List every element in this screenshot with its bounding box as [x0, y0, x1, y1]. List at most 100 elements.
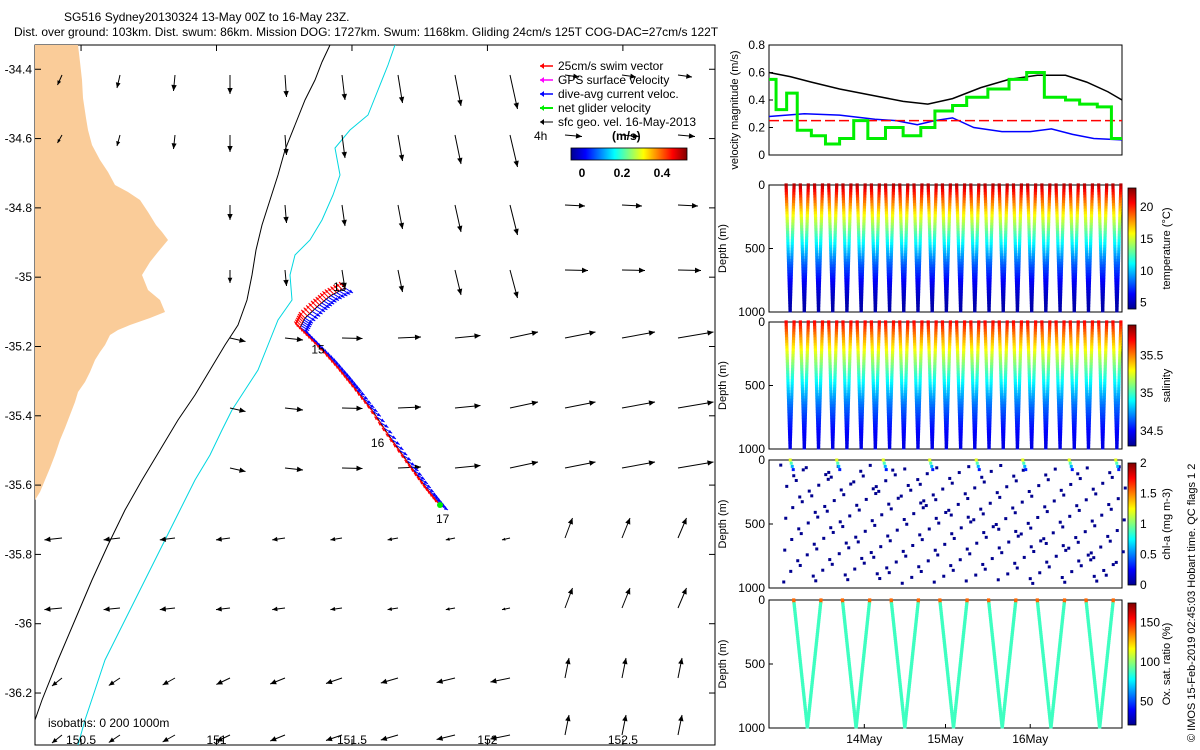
section-point — [934, 194, 938, 198]
section-point — [1032, 373, 1036, 377]
legend-cbar-tick: 0.4 — [654, 166, 671, 180]
section-point — [1040, 334, 1044, 338]
section-point — [904, 359, 909, 363]
section-point — [789, 272, 793, 277]
section-point — [1112, 219, 1116, 223]
section-point — [932, 258, 936, 263]
section-point — [855, 331, 860, 335]
section-point — [790, 247, 794, 251]
section-point — [914, 387, 918, 391]
section-point — [842, 228, 846, 232]
section-point — [1032, 244, 1036, 249]
chl-point — [815, 547, 819, 551]
section-point — [889, 261, 893, 265]
section-point — [884, 342, 888, 346]
section-point — [847, 384, 851, 388]
section-point — [973, 309, 977, 313]
section-point — [820, 345, 824, 349]
section-point — [915, 272, 919, 277]
section-point — [1019, 345, 1023, 349]
section-point — [829, 261, 833, 265]
section-point — [898, 208, 903, 212]
section-point — [973, 286, 978, 290]
section-point — [785, 222, 789, 226]
section-point — [1044, 286, 1049, 290]
section-point — [1012, 356, 1017, 360]
section-point — [926, 188, 930, 193]
section-point — [1111, 323, 1115, 327]
chl-point — [863, 529, 867, 533]
section-point — [1014, 415, 1019, 419]
section-point — [847, 381, 851, 386]
chl-point — [791, 468, 795, 472]
section-point — [803, 300, 807, 304]
section-point — [899, 362, 903, 366]
section-point — [931, 404, 936, 408]
section-point — [1016, 440, 1020, 444]
section-point — [1046, 376, 1050, 380]
section-point — [891, 188, 895, 193]
section-point — [1061, 359, 1065, 363]
chl-point — [925, 472, 929, 476]
section-point — [1016, 286, 1020, 290]
section-point — [788, 434, 793, 439]
section-point — [972, 418, 976, 422]
section-point — [1101, 443, 1105, 447]
section-point — [888, 437, 892, 441]
section-point — [1017, 267, 1021, 271]
section-point — [861, 384, 865, 388]
section-point — [1098, 228, 1102, 232]
section-point — [1072, 300, 1077, 304]
section-point — [846, 420, 850, 425]
section-point — [803, 423, 807, 427]
section-point — [1060, 247, 1064, 251]
chl-point — [814, 579, 818, 583]
geo-arrow — [51, 734, 63, 744]
section-point — [1042, 379, 1046, 383]
section-point — [1102, 398, 1106, 402]
section-point — [1003, 264, 1007, 268]
section-point — [1030, 418, 1035, 422]
section-point — [984, 356, 988, 360]
section-point — [1103, 362, 1107, 366]
dac-arrow — [380, 422, 389, 429]
section-point — [926, 194, 931, 198]
section-point — [1019, 331, 1023, 335]
section-point — [902, 295, 906, 299]
section-point — [798, 191, 803, 195]
section-point — [929, 398, 933, 402]
section-point — [1059, 270, 1063, 274]
section-point — [1074, 261, 1078, 265]
section-point — [1032, 222, 1036, 226]
section-point — [961, 228, 965, 232]
section-point — [814, 225, 818, 229]
section-point — [914, 373, 918, 377]
section-point — [971, 381, 975, 386]
section-point — [1042, 398, 1046, 402]
section-point — [832, 264, 836, 268]
section-point — [1111, 191, 1115, 195]
section-point — [1089, 356, 1093, 360]
section-point — [786, 236, 790, 240]
section-point — [829, 404, 833, 408]
section-point — [816, 420, 820, 425]
section-point — [919, 356, 923, 360]
section-point — [960, 270, 964, 274]
section-point — [800, 379, 804, 383]
section-point — [971, 247, 975, 251]
section-point — [792, 320, 796, 324]
section-point — [870, 191, 874, 195]
swim-arrow — [310, 300, 318, 308]
chl-point — [806, 521, 810, 525]
section-point — [955, 342, 959, 346]
section-point — [788, 295, 793, 299]
section-point — [871, 367, 875, 372]
section-point — [805, 370, 809, 374]
section-point — [957, 393, 961, 397]
section-point — [888, 423, 892, 427]
section-point — [1087, 423, 1091, 427]
section-point — [1030, 281, 1035, 285]
section-point — [902, 437, 906, 441]
section-point — [1072, 446, 1076, 450]
